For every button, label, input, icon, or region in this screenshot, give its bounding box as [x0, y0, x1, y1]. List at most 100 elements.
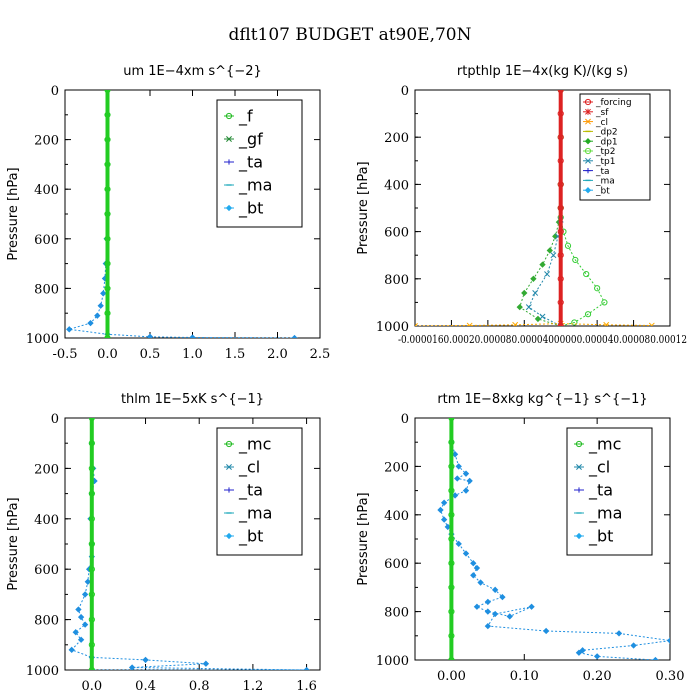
x-tick-label: 0.8	[189, 679, 210, 694]
x-tick-label: 0.00	[437, 669, 466, 684]
series-line	[415, 323, 652, 326]
data-point	[68, 646, 75, 654]
data-point	[571, 319, 578, 326]
series-forcing	[557, 90, 564, 326]
legend-label: _cl	[238, 458, 260, 478]
y-tick-label: 800	[34, 282, 59, 297]
panel-title: rtpthlp 1E−4x(kg K)/(kg s)	[457, 64, 628, 79]
data-point	[575, 649, 583, 656]
x-tick-label: 1.6	[296, 679, 317, 694]
chart-panel-3: thlm 1E−5xK s^{−1} Pressure [hPa] 0 200 400 6…	[6, 392, 321, 694]
legend-label: _ta	[595, 167, 610, 177]
x-tick-label: 1.2	[243, 679, 264, 694]
y-tick-label: 0	[401, 84, 409, 99]
data-point	[448, 418, 455, 422]
data-point	[557, 181, 564, 188]
data-point	[470, 572, 477, 579]
data-point	[552, 233, 559, 240]
legend-label: _dp2	[595, 128, 618, 138]
data-point	[546, 247, 553, 254]
legend-marker	[225, 112, 233, 120]
legend-label: _ma	[238, 176, 272, 196]
x-tick-label: 0.5	[140, 347, 161, 362]
legend-marker	[585, 157, 591, 164]
data-point	[525, 304, 532, 311]
legend-marker	[585, 108, 591, 115]
data-point	[462, 550, 470, 557]
data-point	[84, 578, 91, 585]
data-point	[88, 465, 95, 472]
data-point	[557, 110, 564, 117]
data-point	[516, 303, 523, 311]
data-point	[88, 591, 95, 598]
data-point	[146, 333, 154, 338]
legend-label: _tp1	[595, 157, 615, 167]
data-point	[104, 260, 111, 267]
legend-label: _ma	[595, 177, 615, 187]
data-point	[542, 627, 550, 635]
legend-marker	[226, 159, 232, 165]
data-point	[202, 660, 210, 667]
y-tick-label: 200	[384, 131, 409, 146]
y-axis-label: Pressure [hPa]	[356, 492, 371, 585]
data-point	[94, 312, 101, 319]
data-point	[291, 334, 298, 338]
data-point	[557, 204, 564, 212]
data-point	[484, 598, 492, 606]
data-point	[104, 235, 111, 242]
x-tick-label: 0.0	[81, 679, 102, 694]
y-tick-label: 200	[34, 462, 59, 477]
data-point	[506, 613, 513, 620]
legend-label: _mc	[588, 435, 621, 455]
data-point	[75, 606, 82, 613]
x-tick-label: 0.30	[656, 669, 685, 684]
data-point	[455, 540, 462, 548]
legend-label: _sf	[595, 108, 609, 118]
data-point	[66, 326, 73, 333]
legend-marker	[225, 532, 233, 540]
legend-label: _gf	[238, 130, 263, 150]
plot-area	[68, 418, 310, 670]
data-point	[77, 636, 85, 643]
data-point	[539, 313, 546, 320]
legend-label: _mc	[238, 435, 271, 455]
y-tick-label: 600	[384, 226, 409, 241]
data-point	[630, 642, 637, 649]
y-tick-label: 600	[34, 563, 59, 578]
series-bt	[437, 418, 670, 660]
data-point	[104, 136, 111, 143]
data-point	[473, 564, 481, 572]
data-point	[601, 299, 608, 306]
data-point	[583, 270, 590, 278]
x-tick-label: 0.10	[510, 669, 539, 684]
data-point	[521, 289, 528, 297]
data-point	[81, 621, 89, 628]
data-point	[88, 616, 95, 623]
legend-label: _cl	[588, 458, 610, 478]
data-point	[557, 157, 564, 164]
x-tick-label: 1.5	[225, 347, 246, 362]
data-point	[491, 586, 499, 593]
data-point	[512, 321, 519, 326]
data-point	[104, 285, 111, 292]
x-tick-label: 2.0	[267, 347, 288, 362]
y-tick-label: 600	[34, 233, 59, 248]
legend-box	[216, 99, 303, 228]
legend-marker	[225, 440, 233, 448]
data-point	[104, 161, 111, 168]
data-point	[466, 322, 473, 326]
y-tick-label: 200	[384, 460, 409, 475]
data-point	[454, 475, 461, 482]
x-tick-label: 1.0	[182, 347, 203, 362]
y-tick-label: 1000	[26, 664, 59, 679]
panel-title: thlm 1E−5xK s^{−1}	[121, 392, 264, 407]
data-point	[448, 560, 455, 567]
legend-marker	[226, 136, 232, 142]
legend-box	[579, 93, 651, 201]
data-point	[491, 610, 499, 618]
legend: _forcing_sf_cl_dp2_dp1_tp2_tp1_ta_ma_bt	[579, 93, 651, 201]
data-point	[88, 515, 95, 522]
data-point	[448, 487, 455, 494]
y-tick-label: 0	[51, 84, 59, 99]
data-point	[455, 463, 462, 470]
